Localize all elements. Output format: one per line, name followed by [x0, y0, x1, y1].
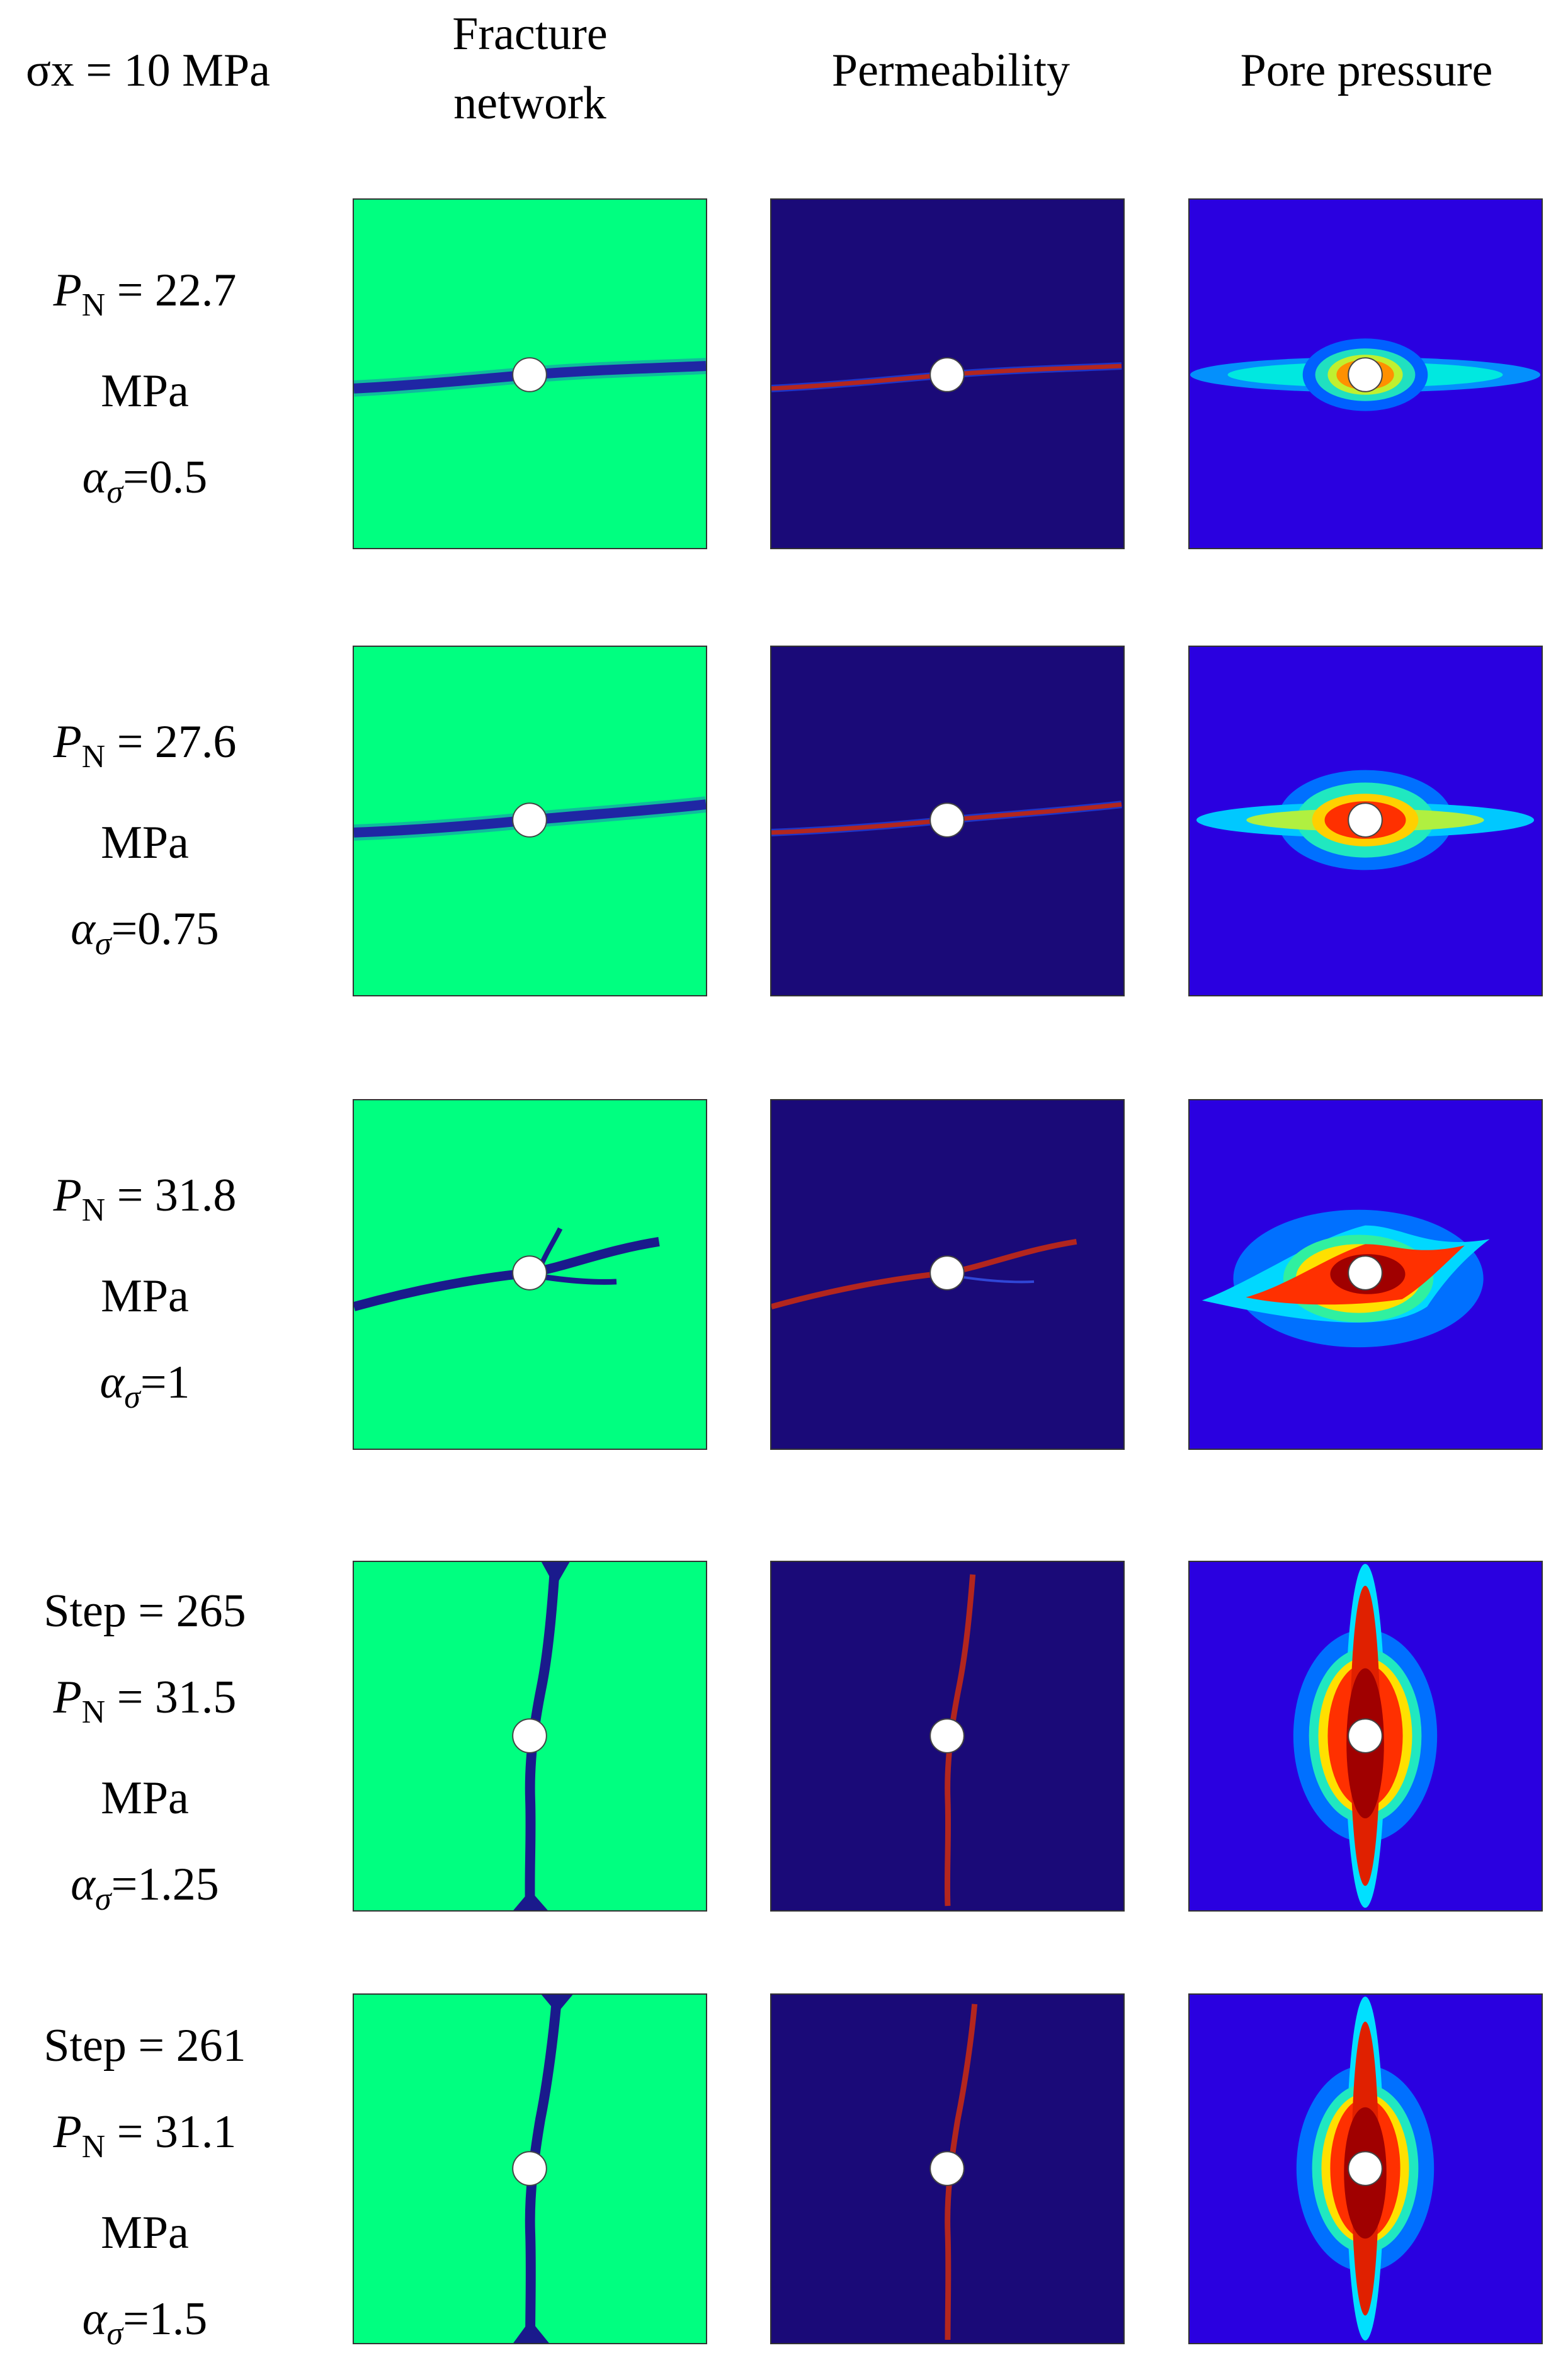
permeability-panel-5 [770, 1993, 1125, 2344]
pn-line: PN = 27.6 [53, 716, 237, 775]
alpha-line: ασ=0.5 [82, 451, 208, 510]
column-header-fracture-network: Fracture network [353, 0, 707, 138]
column-header-permeability: Permeability [762, 37, 1140, 106]
pore-pressure-panel-2 [1188, 646, 1543, 996]
column-header-permeability-text: Permeability [831, 45, 1071, 96]
step-line: Step = 261 [43, 2020, 246, 2072]
alpha-line: ασ=1 [99, 1356, 190, 1415]
row-label-3: PN = 31.8 MPa ασ=1 [0, 1153, 290, 1440]
pn-line: PN = 31.5 [53, 1672, 237, 1730]
permeability-panel-1 [770, 198, 1125, 549]
fracture-panel-1 [353, 198, 707, 549]
unit-line: MPa [101, 1772, 189, 1824]
permeability-panel-2 [770, 646, 1125, 996]
stress-label-text: σx = 10 MPa [26, 45, 270, 96]
pn-line: PN = 31.8 [53, 1170, 237, 1228]
column-header-pore-text: Pore pressure [1240, 45, 1493, 96]
unit-line: MPa [101, 365, 189, 417]
column-header-pore-pressure: Pore pressure [1178, 37, 1555, 106]
fracture-panel-5 [353, 1993, 707, 2344]
permeability-panel-3 [770, 1099, 1125, 1450]
step-line: Step = 265 [43, 1585, 246, 1637]
alpha-line: ασ=1.5 [82, 2293, 208, 2352]
alpha-line: ασ=0.75 [71, 903, 219, 962]
stress-label: σx = 10 MPa [0, 37, 296, 106]
unit-line: MPa [101, 1270, 189, 1322]
pore-pressure-panel-5 [1188, 1993, 1543, 2344]
alpha-line: ασ=1.25 [71, 1858, 219, 1917]
pore-pressure-panel-1 [1188, 198, 1543, 549]
row-label-4: Step = 265 PN = 31.5 MPa ασ=1.25 [0, 1568, 290, 1942]
unit-line: MPa [101, 2206, 189, 2259]
pn-line: PN = 31.1 [53, 2106, 237, 2165]
fracture-panel-3 [353, 1099, 707, 1450]
fracture-panel-2 [353, 646, 707, 996]
row-label-2: PN = 27.6 MPa ασ=0.75 [0, 699, 290, 987]
pn-line: PN = 22.7 [53, 265, 237, 323]
fracture-panel-4 [353, 1561, 707, 1912]
pore-pressure-panel-3 [1188, 1099, 1543, 1450]
column-header-fracture-text: Fracture network [452, 8, 608, 129]
unit-line: MPa [101, 816, 189, 869]
permeability-panel-4 [770, 1561, 1125, 1912]
row-label-5: Step = 261 PN = 31.1 MPa ασ=1.5 [0, 2003, 290, 2377]
row-label-1: PN = 22.7 MPa ασ=0.5 [0, 248, 290, 535]
pore-pressure-panel-4 [1188, 1561, 1543, 1912]
